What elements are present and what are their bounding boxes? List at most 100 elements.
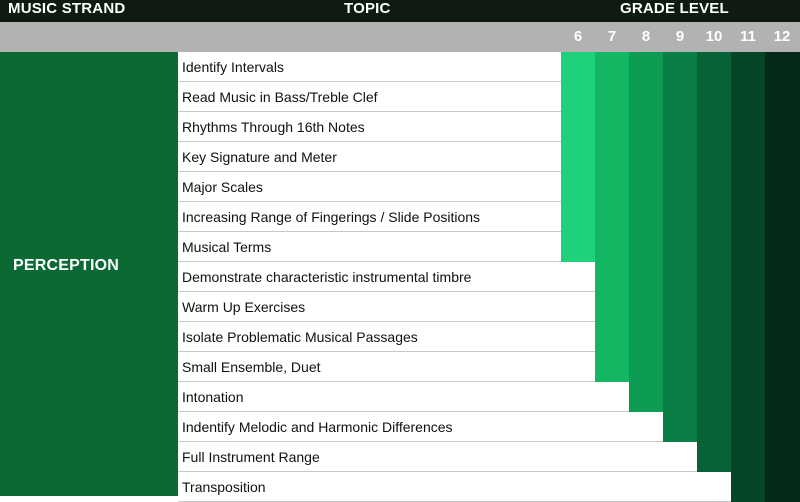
- grade-8-cell: [629, 232, 663, 262]
- grade-8-cell: [629, 52, 663, 82]
- topic-row: Increasing Range of Fingerings / Slide P…: [178, 202, 561, 232]
- topic-label: Key Signature and Meter: [182, 149, 337, 165]
- grade-8-cell: [629, 202, 663, 232]
- grade-10-cell: [697, 442, 731, 472]
- grade-11-cell: [731, 352, 765, 382]
- topic-row: Small Ensemble, Duet: [178, 352, 595, 382]
- grade-6-cell: [561, 82, 595, 112]
- grade-9-cell: [663, 172, 697, 202]
- topic-header: TOPIC: [344, 0, 391, 17]
- topic-label: Warm Up Exercises: [182, 299, 306, 315]
- grade-12-cell: [765, 232, 800, 262]
- grade-10-cell: [697, 142, 731, 172]
- grade-7-cell: [595, 52, 629, 82]
- topic-label: Indentify Melodic and Harmonic Differenc…: [182, 419, 453, 435]
- grade-11-cell: [731, 292, 765, 322]
- grade-12-cell: [765, 472, 800, 502]
- grade-level-header: GRADE LEVEL: [620, 0, 729, 17]
- strand-column: PERCEPTION: [0, 52, 178, 496]
- grade-12-cell: [765, 382, 800, 412]
- grade-9-cell: [663, 112, 697, 142]
- grade-9-cell: [663, 292, 697, 322]
- grade-12-cell: [765, 292, 800, 322]
- grade-12-cell: [765, 262, 800, 292]
- grade-11-cell: [731, 232, 765, 262]
- topic-label: Transposition: [182, 479, 266, 495]
- grade-9-cell: [663, 202, 697, 232]
- grade-11-cell: [731, 172, 765, 202]
- grade-11-heading: 11: [740, 28, 756, 45]
- grade-9-cell: [663, 382, 697, 412]
- grade-6-cell: [561, 142, 595, 172]
- topic-label: Demonstrate characteristic instrumental …: [182, 269, 472, 285]
- grade-8-cell: [629, 322, 663, 352]
- grade-7-cell: [595, 82, 629, 112]
- grade-6-cell: [561, 232, 595, 262]
- grade-12-cell: [765, 352, 800, 382]
- grade-12-cell: [765, 142, 800, 172]
- grade-11-cell: [731, 52, 765, 82]
- grade-11-cell: [731, 472, 765, 502]
- topic-label: Small Ensemble, Duet: [182, 359, 321, 375]
- grade-11-cell: [731, 202, 765, 232]
- grade-11-cell: [731, 262, 765, 292]
- topic-label: Full Instrument Range: [182, 449, 320, 465]
- grade-12-cell: [765, 322, 800, 352]
- grade-10-cell: [697, 322, 731, 352]
- grade-10-cell: [697, 382, 731, 412]
- grade-9-cell: [663, 142, 697, 172]
- topic-row: Key Signature and Meter: [178, 142, 561, 172]
- grade-9-cell: [663, 322, 697, 352]
- grade-9-cell: [663, 232, 697, 262]
- grade-6-cell: [561, 172, 595, 202]
- grade-11-cell: [731, 142, 765, 172]
- grade-7-cell: [595, 172, 629, 202]
- topic-label: Intonation: [182, 389, 244, 405]
- topic-label: Major Scales: [182, 179, 263, 195]
- topic-row: Major Scales: [178, 172, 561, 202]
- grade-9-cell: [663, 352, 697, 382]
- grade-7-cell: [595, 262, 629, 292]
- grade-8-cell: [629, 142, 663, 172]
- topic-label: Identify Intervals: [182, 59, 284, 75]
- grade-10-cell: [697, 52, 731, 82]
- topic-label: Musical Terms: [182, 239, 272, 255]
- grade-6-cell: [561, 112, 595, 142]
- grade-7-cell: [595, 142, 629, 172]
- grade-12-cell: [765, 412, 800, 442]
- grade-10-cell: [697, 352, 731, 382]
- grade-12-cell: [765, 202, 800, 232]
- grade-9-cell: [663, 262, 697, 292]
- topic-row: Demonstrate characteristic instrumental …: [178, 262, 595, 292]
- grade-11-cell: [731, 322, 765, 352]
- grade-7-cell: [595, 112, 629, 142]
- grade-7-heading: 7: [607, 28, 617, 45]
- grade-7-cell: [595, 322, 629, 352]
- grade-12-cell: [765, 112, 800, 142]
- topic-row: Transposition: [178, 472, 731, 502]
- grade-8-cell: [629, 172, 663, 202]
- grade-11-cell: [731, 412, 765, 442]
- grade-7-cell: [595, 202, 629, 232]
- topic-row: Isolate Problematic Musical Passages: [178, 322, 595, 352]
- topic-row: Identify Intervals: [178, 52, 561, 82]
- header-bar: MUSIC STRAND TOPIC GRADE LEVEL: [0, 0, 800, 22]
- topic-row: Warm Up Exercises: [178, 292, 595, 322]
- topic-row: Musical Terms: [178, 232, 561, 262]
- grade-12-heading: 12: [773, 28, 791, 45]
- grade-7-cell: [595, 292, 629, 322]
- grade-10-cell: [697, 292, 731, 322]
- grade-number-bar: 6 7 8 9 10 11 12: [0, 22, 800, 52]
- grade-9-cell: [663, 82, 697, 112]
- grade-11-cell: [731, 82, 765, 112]
- grade-10-cell: [697, 82, 731, 112]
- topic-row: Rhythms Through 16th Notes: [178, 112, 561, 142]
- grade-11-cell: [731, 442, 765, 472]
- grade-12-cell: [765, 172, 800, 202]
- grade-12-cell: [765, 442, 800, 472]
- topic-row: Indentify Melodic and Harmonic Differenc…: [178, 412, 663, 442]
- grade-9-cell: [663, 52, 697, 82]
- grade-7-cell: [595, 352, 629, 382]
- grade-9-cell: [663, 412, 697, 442]
- grade-6-cell: [561, 202, 595, 232]
